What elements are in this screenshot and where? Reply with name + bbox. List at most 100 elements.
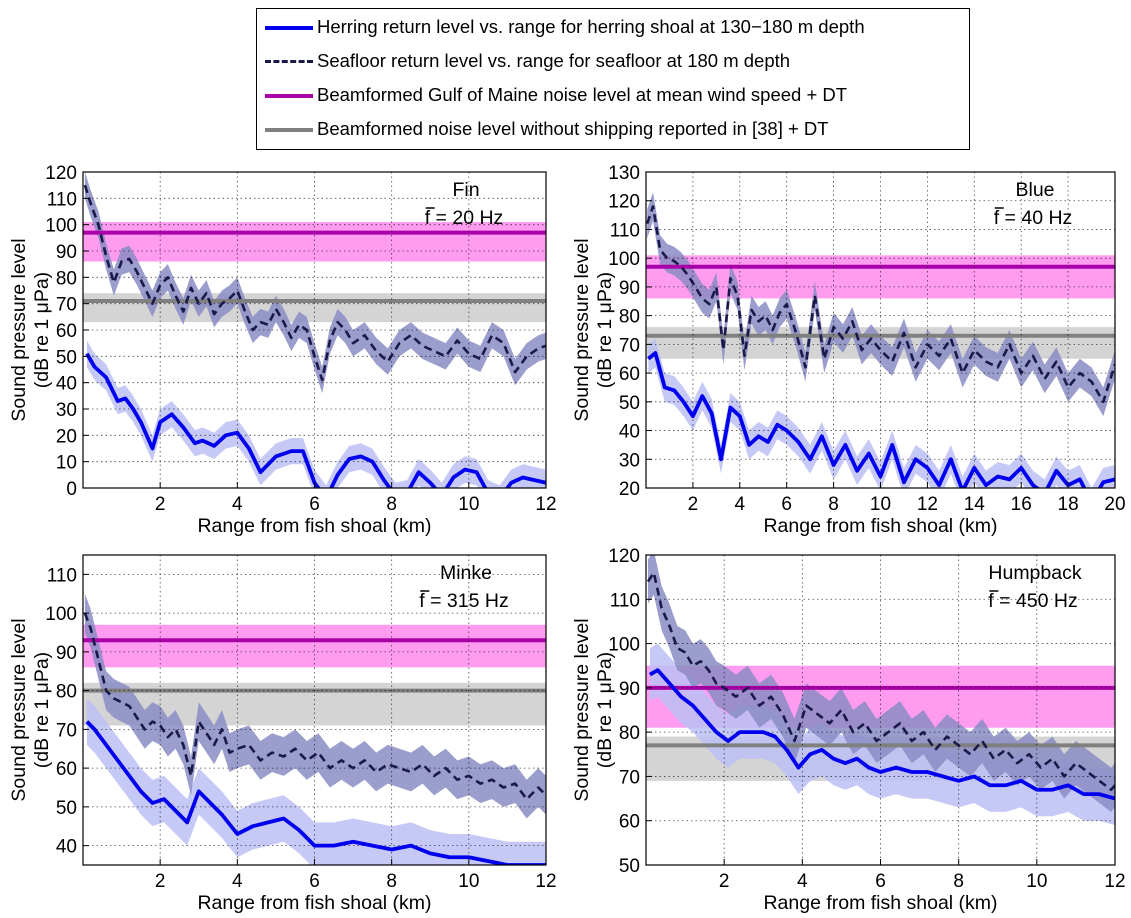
y-tick-label: 60 (56, 759, 77, 780)
x-tick-label: 2 (155, 871, 166, 892)
herring-series-line (85, 720, 546, 865)
y-tick-label: 100 (45, 216, 77, 237)
x-tick-label: 12 (535, 871, 556, 892)
x-tick-label: 20 (1104, 494, 1125, 515)
herring-confidence-band (86, 340, 546, 488)
y-tick-label: 50 (56, 347, 77, 368)
x-tick-label: 2 (688, 494, 699, 515)
noise-band (83, 222, 546, 262)
species-label: Blue (1015, 179, 1054, 201)
legend-swatch-herring (265, 26, 313, 30)
frequency-label: f = 315 Hz (419, 590, 508, 612)
x-tick-label: 10 (1026, 871, 1047, 892)
herring-confidence-band (648, 338, 1115, 488)
legend-swatch-seafloor (265, 60, 313, 63)
chart-fin: 2 4 6 8 10 120102030405060708090100110120Rang… (8, 163, 557, 537)
y-tick-label: 100 (608, 249, 640, 270)
chart-minke: 2 4 6 8 10 12 40 50 60 70 80 90 100 110 Range from fis… (8, 554, 557, 914)
x-tick-label: 4 (232, 494, 243, 515)
plot-area-minke (83, 555, 546, 865)
seafloor-series-line (83, 184, 546, 382)
y-tick-label: 50 (619, 856, 640, 877)
x-tick-label: 2 (155, 494, 166, 515)
x-tick-label: 10 (870, 494, 891, 515)
frequency-label: f = 40 Hz (994, 207, 1073, 229)
y-tick-label: 0 (66, 479, 77, 500)
legend-item-herring: Herring return level vs. range for herri… (257, 11, 969, 43)
plot-area-fin (83, 172, 546, 488)
legend-item-noise: Beamformed Gulf of Maine noise level at … (257, 79, 969, 111)
y-tick-label: 50 (56, 798, 77, 819)
y-tick-label: 80 (619, 307, 640, 328)
y-tick-label: 90 (56, 643, 77, 664)
y-tick-label: 20 (56, 426, 77, 447)
x-tick-label: 8 (386, 494, 397, 515)
x-tick-label: 6 (309, 871, 320, 892)
y-tick-label: 60 (619, 812, 640, 833)
y-tick-label: 20 (619, 479, 640, 500)
legend-swatch-noise (265, 94, 313, 98)
y-tick-label: 40 (56, 837, 77, 858)
legend: Herring return level vs. range for herri… (256, 8, 970, 150)
x-tick-label: 6 (309, 494, 320, 515)
legend-item-seafloor: Seafloor return level vs. range for seaf… (257, 45, 969, 77)
x-tick-label: 16 (1011, 494, 1032, 515)
y-tick-label: 70 (619, 767, 640, 788)
y-tick-label: 110 (47, 565, 77, 586)
y-tick-label: 50 (619, 393, 640, 414)
y-tick-label: 100 (608, 635, 640, 656)
y-tick-label: 90 (56, 242, 77, 263)
y-tick-label: 110 (610, 220, 640, 241)
x-axis-label: Range from fish shoal (km) (763, 892, 997, 914)
plot-area-humpback (646, 555, 1115, 865)
y-tick-label: 10 (56, 453, 77, 474)
seafloor-confidence-band (84, 593, 546, 819)
x-tick-label: 4 (797, 871, 808, 892)
legend-item-shipping: Beamformed noise level without shipping … (257, 113, 969, 145)
x-tick-label: 4 (232, 871, 243, 892)
y-axis-label-line1: Sound pressure level (8, 238, 30, 421)
seafloor-confidence-band (84, 172, 546, 394)
y-tick-label: 130 (608, 163, 640, 184)
legend-label-seafloor: Seafloor return level vs. range for seaf… (317, 50, 791, 71)
legend-label-shipping: Beamformed noise level without shipping … (317, 118, 829, 139)
y-axis-label-line2: (dB re 1 μPa) (594, 272, 616, 388)
y-tick-label: 60 (619, 364, 640, 385)
legend-label-herring: Herring return level vs. range for herri… (317, 16, 865, 37)
y-tick-label: 70 (619, 335, 640, 356)
y-tick-label: 40 (619, 422, 640, 443)
seafloor-confidence-band (647, 555, 1115, 812)
x-tick-label: 8 (386, 871, 397, 892)
y-tick-label: 40 (56, 374, 77, 395)
y-tick-label: 70 (56, 295, 77, 316)
legend-swatch-shipping (265, 128, 313, 132)
legend-label-noise: Beamformed Gulf of Maine noise level at … (317, 84, 848, 105)
herring-series-line (647, 351, 1115, 488)
y-tick-label: 80 (56, 682, 77, 703)
chart-blue: 2 4 6 8 10 12 14 16 18 20 20 30 40 50 60 70 80 90 100 110 12… (571, 163, 1126, 537)
x-tick-label: 10 (458, 494, 479, 515)
species-label: Humpback (988, 562, 1081, 584)
x-tick-label: 14 (964, 494, 986, 515)
x-tick-label: 12 (535, 494, 556, 515)
y-tick-label: 30 (56, 400, 77, 421)
y-axis-label-line1: Sound pressure level (571, 618, 593, 801)
frequency-label: f = 20 Hz (425, 207, 504, 229)
y-tick-label: 110 (610, 590, 640, 611)
y-tick-label: 80 (619, 723, 640, 744)
x-axis-label: Range from fish shoal (km) (763, 515, 997, 537)
species-label: Minke (440, 562, 492, 584)
frequency-label: f = 450 Hz (988, 590, 1077, 612)
y-tick-label: 90 (619, 278, 640, 299)
y-tick-label: 80 (56, 268, 77, 289)
herring-series-line (648, 668, 1115, 801)
x-axis-label: Range from fish shoal (km) (197, 892, 431, 914)
x-tick-label: 8 (828, 494, 839, 515)
y-axis-label-line1: Sound pressure level (571, 238, 593, 421)
x-tick-label: 8 (953, 871, 964, 892)
x-tick-label: 12 (1104, 871, 1125, 892)
y-tick-label: 100 (45, 604, 77, 625)
x-tick-label: 18 (1058, 494, 1079, 515)
seafloor-confidence-band (647, 192, 1115, 417)
